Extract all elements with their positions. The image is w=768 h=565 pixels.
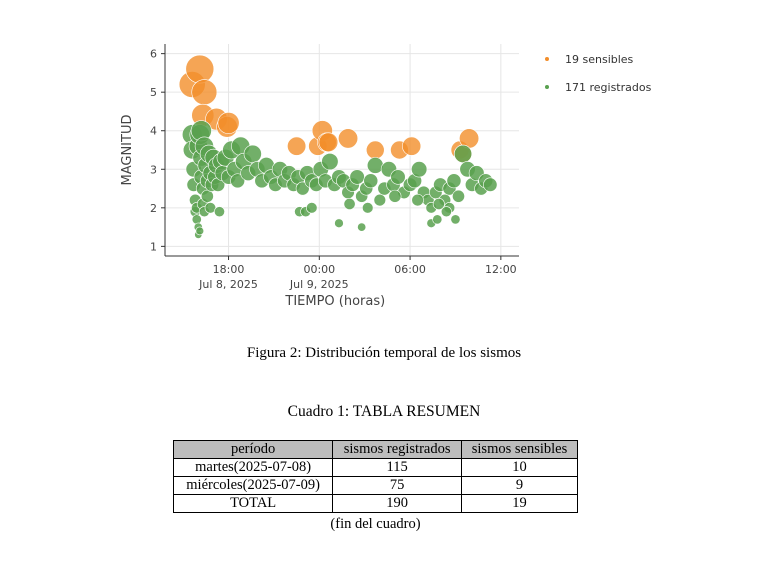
legend-marker <box>545 57 549 61</box>
header-registrados: sismos registrados <box>332 440 462 459</box>
y-tick-label: 6 <box>150 48 157 61</box>
table-row: martes(2025-07-08) 115 10 <box>172 458 579 477</box>
cell-felt: 9 <box>460 476 579 495</box>
table-note: (fin del cuadro) <box>330 516 421 532</box>
legend-label: 19 sensibles <box>565 53 634 66</box>
table-header-row: período sismos registrados sismos sensib… <box>172 440 579 459</box>
point-registrado <box>321 152 339 171</box>
point-registrado <box>306 202 318 214</box>
legend-marker <box>545 85 549 89</box>
table-row-total: TOTAL 190 19 <box>172 494 579 513</box>
scatter-chart: 1 2 3 4 5 6 18:00 Jul 8, 2025 00:00 Jul 9, 2025 06… <box>120 44 652 309</box>
cell-felt: 10 <box>460 458 579 477</box>
point-registrado <box>366 157 384 174</box>
cell-period: TOTAL <box>172 494 334 513</box>
point-registrado <box>446 173 462 189</box>
y-tick-label: 5 <box>150 86 157 99</box>
point-registrado <box>390 169 406 185</box>
cell-registered: 190 <box>332 494 462 513</box>
point-registrado <box>483 177 498 192</box>
cell-period: miércoles(2025-07-09) <box>172 476 334 495</box>
point-registrado <box>343 198 356 210</box>
cell-felt: 19 <box>460 494 579 513</box>
y-tick-label: 4 <box>150 125 157 138</box>
x-tick-sublabel: Jul 9, 2025 <box>289 278 349 291</box>
cell-period: martes(2025-07-08) <box>172 458 334 477</box>
x-axis-title: TIEMPO (horas) <box>284 294 385 309</box>
y-tick-label: 3 <box>150 163 157 176</box>
x-tick-sublabel: Jul 8, 2025 <box>198 278 258 291</box>
header-periodo: período <box>172 440 334 459</box>
point-sensible <box>287 136 307 156</box>
point-registrado <box>388 189 402 203</box>
point-sensible <box>402 136 422 156</box>
x-tick-label: 00:00 <box>303 263 335 276</box>
point-sensible <box>365 140 385 160</box>
point-sensible <box>318 132 339 153</box>
point-registrado <box>450 214 461 225</box>
point-registrado <box>334 218 344 228</box>
cell-registered: 75 <box>332 476 462 495</box>
header-sensibles: sismos sensibles <box>460 440 579 459</box>
point-registrado <box>440 206 452 218</box>
cell-registered: 115 <box>332 458 462 477</box>
point-sensible <box>217 112 240 134</box>
point-registrado <box>373 193 387 207</box>
point-registrado <box>200 189 214 203</box>
point-registrado <box>432 214 443 225</box>
point-registrado <box>432 198 445 210</box>
point-registrado <box>191 214 202 225</box>
figure-caption: Figura 2: Distribución temporal de los s… <box>246 345 522 361</box>
point-registrado <box>243 144 262 163</box>
table-row: miércoles(2025-07-09) 75 9 <box>172 476 579 495</box>
x-tick-label: 12:00 <box>485 263 517 276</box>
y-tick-label: 2 <box>150 202 157 215</box>
x-tick-label: 18:00 <box>213 263 245 276</box>
y-axis-title: MAGNITUD <box>120 115 135 186</box>
point-registrado <box>453 144 473 163</box>
table-caption: Cuadro 1: TABLA RESUMEN <box>287 403 481 420</box>
summary-table: período sismos registrados sismos sensib… <box>172 440 579 513</box>
legend-label: 171 registrados <box>565 81 652 94</box>
point-registrado <box>452 189 465 203</box>
point-registrado <box>411 161 428 178</box>
point-registrado <box>349 169 365 185</box>
point-registrado <box>230 173 245 189</box>
point-sensible <box>185 54 215 84</box>
x-tick-label: 06:00 <box>394 263 426 276</box>
y-tick-label: 1 <box>150 240 157 253</box>
point-registrado <box>411 193 424 207</box>
point-sensible <box>191 79 218 106</box>
point-registrado <box>357 222 367 232</box>
point-registrado <box>362 202 374 214</box>
point-registrado <box>195 226 205 236</box>
point-registrado <box>214 206 225 218</box>
point-registrado <box>363 173 379 189</box>
point-sensible <box>338 128 359 149</box>
